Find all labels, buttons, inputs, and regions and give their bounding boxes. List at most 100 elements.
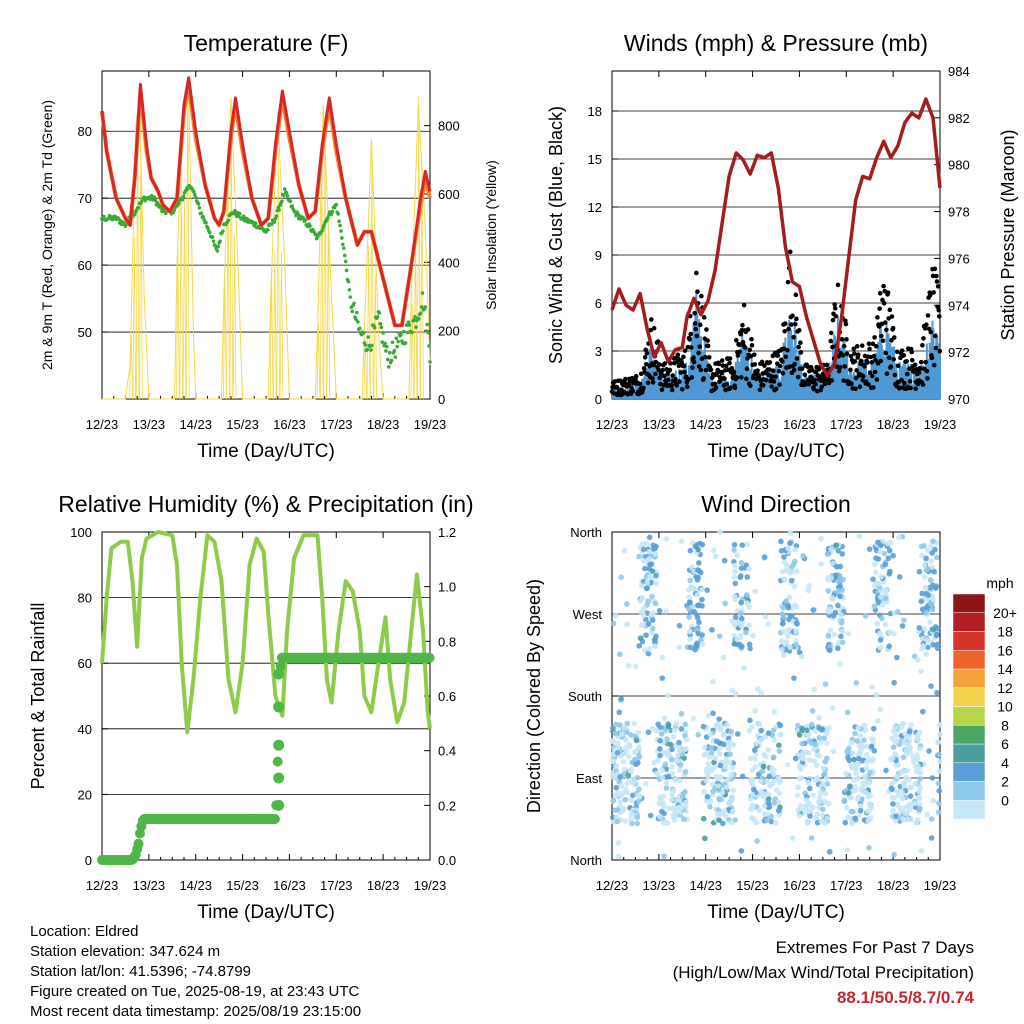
direction-point <box>636 754 643 760</box>
dewpoint-point <box>218 239 222 243</box>
dewpoint-point <box>379 325 384 330</box>
gust-point <box>767 360 773 365</box>
gust-point <box>780 370 786 376</box>
gust-point <box>844 351 850 357</box>
direction-point <box>930 798 937 804</box>
direction-point <box>699 586 705 593</box>
direction-point <box>730 787 736 794</box>
dewpoint-point <box>272 220 277 224</box>
x-tick-label: 15/23 <box>226 417 259 432</box>
gust-point <box>909 357 915 363</box>
y2-tick-label: 978 <box>948 205 970 220</box>
direction-point <box>617 774 623 780</box>
gust-point <box>665 377 671 383</box>
direction-point <box>890 801 896 807</box>
gust-point <box>858 358 864 364</box>
direction-point <box>832 609 839 616</box>
dewpoint-point <box>406 320 411 324</box>
direction-point <box>873 692 880 698</box>
direction-point <box>666 752 673 759</box>
gust-point <box>934 273 939 279</box>
gust-point <box>841 378 846 383</box>
direction-point <box>824 740 830 747</box>
direction-point <box>780 652 787 658</box>
x-tick-label: 17/23 <box>830 878 863 893</box>
direction-point <box>793 641 799 648</box>
gust-point <box>891 335 897 340</box>
direction-point <box>610 797 617 804</box>
direction-point <box>771 736 778 743</box>
direction-point <box>893 817 899 824</box>
direction-point <box>831 631 838 638</box>
direction-point <box>734 552 741 558</box>
x-tick-label: 15/23 <box>736 878 769 893</box>
gust-point <box>909 349 914 355</box>
direction-point <box>627 731 634 738</box>
direction-point <box>771 709 778 715</box>
direction-point <box>917 776 923 782</box>
direction-point <box>925 644 931 651</box>
direction-point <box>781 576 788 582</box>
direction-point <box>699 596 705 603</box>
direction-point <box>896 534 902 541</box>
direction-point <box>893 762 899 768</box>
direction-point <box>681 789 688 796</box>
direction-point <box>629 778 636 785</box>
gust-point <box>916 370 922 376</box>
direction-point <box>738 610 744 617</box>
direction-point <box>899 795 906 802</box>
direction-point <box>877 548 884 555</box>
y-axis-label: 2m & 9m T (Red, Orange) & 2m Td (Green) <box>39 100 55 370</box>
direction-point <box>734 636 740 643</box>
direction-point <box>672 777 679 783</box>
direction-point <box>649 593 655 600</box>
gust-point <box>874 377 880 382</box>
x-tick-label: 12/23 <box>86 417 119 432</box>
gust-point <box>643 362 649 367</box>
direction-point <box>853 766 859 772</box>
direction-point <box>798 803 804 809</box>
gust-point <box>728 385 733 391</box>
dewpoint-point <box>427 344 431 348</box>
direction-point <box>705 712 712 719</box>
dewpoint-point <box>416 317 421 321</box>
rainfall-point <box>273 668 285 680</box>
direction-point <box>640 546 647 553</box>
direction-point <box>787 530 794 536</box>
dewpoint-point <box>348 295 353 299</box>
direction-point <box>732 691 739 697</box>
chart-title: Wind Direction <box>701 491 851 517</box>
gust-point <box>731 369 737 375</box>
direction-point <box>886 571 893 577</box>
direction-point <box>917 805 923 812</box>
direction-point <box>669 763 675 770</box>
direction-point <box>781 554 787 560</box>
x-axis-label: Time (Day/UTC) <box>197 902 335 923</box>
direction-point <box>934 689 940 696</box>
x-tick-label: 13/23 <box>643 417 676 432</box>
x-tick-label: 18/23 <box>367 417 400 432</box>
y-tick-label: 9 <box>595 248 602 263</box>
gust-point <box>732 385 738 391</box>
direction-point <box>814 775 821 781</box>
direction-point <box>927 619 933 626</box>
direction-point <box>717 529 723 535</box>
gust-point <box>688 331 694 337</box>
direction-point <box>647 812 654 819</box>
dewpoint-point <box>233 208 237 213</box>
extremes-title: Extremes For Past 7 Days <box>775 938 974 957</box>
direction-point <box>726 800 733 807</box>
direction-point <box>631 720 638 727</box>
x-tick-label: 13/23 <box>133 417 166 432</box>
legend-label: 16 <box>997 642 1013 658</box>
gust-point <box>870 373 875 379</box>
dewpoint-point <box>199 211 204 216</box>
direction-point <box>657 745 663 752</box>
direction-point <box>644 541 651 547</box>
gust-point <box>832 302 837 307</box>
direction-point <box>899 789 905 796</box>
direction-point <box>644 585 650 591</box>
direction-point <box>738 560 745 566</box>
direction-point <box>642 647 648 653</box>
gust-point <box>704 327 709 332</box>
